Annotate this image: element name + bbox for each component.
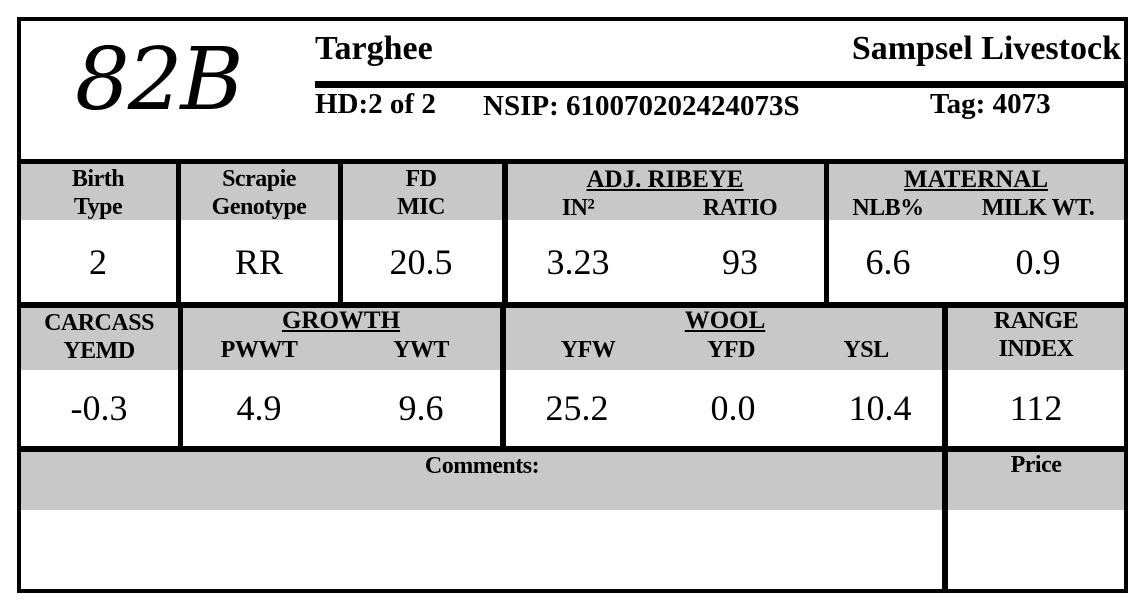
group-title: WOOL [684,307,766,334]
value: 3.23 [546,242,610,282]
value: 0.9 [1015,242,1061,282]
comments-label: Comments: [424,453,540,479]
border [17,17,1128,21]
divider [338,162,343,304]
header-band [20,308,1124,370]
column-header: IN² [561,195,595,221]
value: 9.6 [398,388,444,428]
divider [176,162,181,304]
column-header: YFD [707,337,755,363]
column-header: PWWT [220,337,298,363]
border [17,302,1128,308]
column-header: NLB% [852,195,924,221]
group-title: MATERNAL [904,166,1048,193]
value: RR [234,242,284,282]
header-band [20,163,1124,220]
value: 6.6 [865,242,911,282]
price-label: Price [1010,452,1062,478]
value: 10.4 [848,388,912,428]
divider [824,162,829,304]
divider [502,162,508,304]
value: 0.0 [710,388,756,428]
hd: HD:2 of 2 [315,88,436,120]
value: 20.5 [389,242,453,282]
group-title: ADJ. RIBEYE [586,166,744,193]
group-title: GROWTH [281,307,401,334]
owner: Sampsel Livestock [851,30,1121,67]
column-header: RATIO [702,195,778,221]
value: -0.3 [70,388,128,428]
column-header: FD MIC [397,166,445,220]
value: 2 [89,242,107,282]
tag: Tag: 4073 [930,88,1051,120]
column-header: CARCASS YEMD [44,310,154,364]
column-header: MILK WT. [981,195,1095,221]
divider [178,306,183,450]
border [17,589,1128,593]
value: 25.2 [545,388,609,428]
column-header: YWT [393,337,449,363]
column-header: RANGE INDEX [993,308,1079,362]
divider [942,306,948,593]
divider [500,306,506,450]
column-header: YFW [560,337,616,363]
column-header: YSL [843,337,889,363]
header-band [20,452,1124,510]
value: 4.9 [236,388,282,428]
border [17,159,1128,164]
nsip: NSIP: 610070202424073S [483,90,800,122]
column-header: Birth Type [71,166,125,220]
border [17,446,1128,452]
column-header: Scrapie Genotype [211,166,307,220]
value: 93 [722,242,758,282]
value: 112 [1009,388,1063,428]
header-rule [315,81,1125,88]
breed: Targhee [315,30,433,67]
lot-number: 82B [75,30,244,130]
